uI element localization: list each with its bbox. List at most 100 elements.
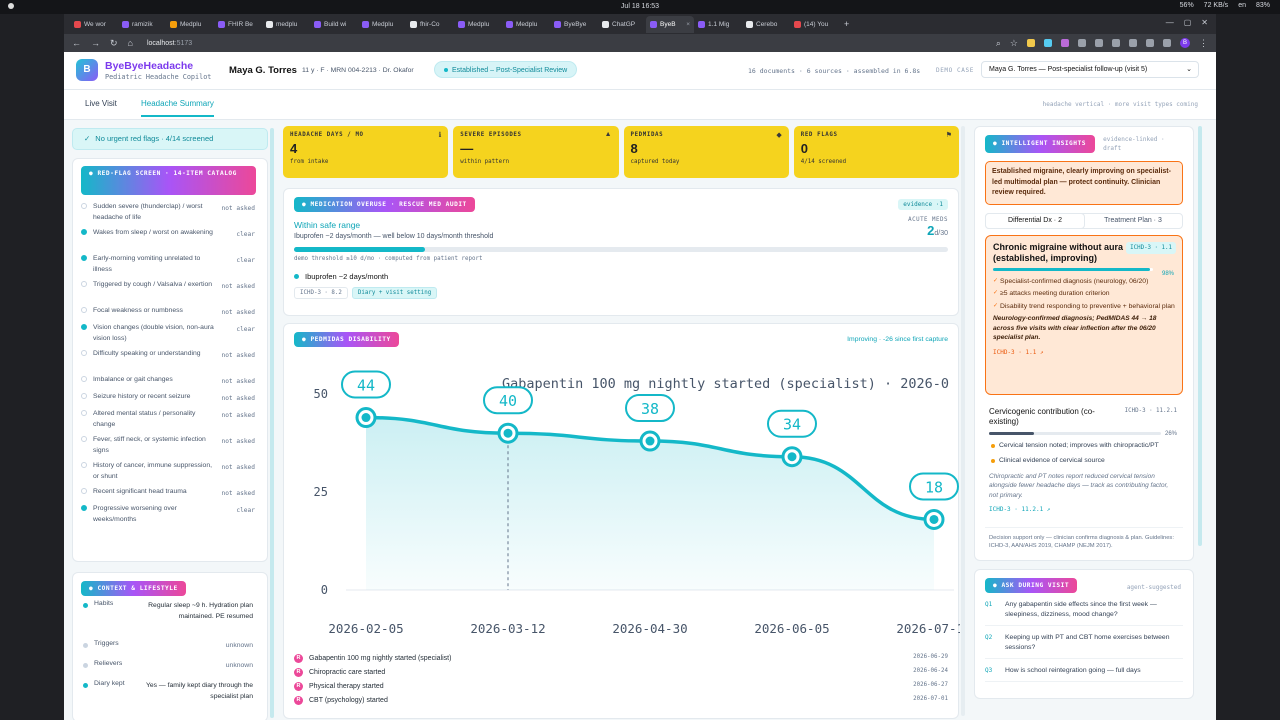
new-tab-button[interactable]: + — [844, 19, 850, 29]
red-flag-item[interactable]: Vision changes (double vision, non-aura … — [81, 322, 259, 344]
language-indicator[interactable]: en — [1238, 2, 1246, 9]
tab-live-visit[interactable]: Live Visit — [85, 99, 117, 108]
system-clock[interactable]: Jul 18 16:53 — [620, 3, 660, 10]
diagnosis-card-primary[interactable]: Chronic migraine without aura (establish… — [985, 234, 1183, 395]
browser-tab[interactable]: ByeBye — [550, 16, 598, 33]
close-window-icon[interactable]: ✕ — [1201, 18, 1208, 27]
data-point-core — [503, 428, 513, 438]
browser-tab[interactable]: fhir-Co — [406, 16, 454, 33]
app-logo: B — [76, 59, 98, 81]
red-flag-item[interactable]: Difficulty speaking or understanding not … — [81, 348, 259, 370]
back-icon[interactable]: ← — [72, 38, 81, 48]
red-flag-item[interactable]: Progressive worsening over weeks/months c… — [81, 503, 259, 525]
bookmark-star-icon[interactable]: ☆ — [1009, 37, 1018, 48]
red-flag-item[interactable]: Sudden severe (thunderclap) / worst head… — [81, 201, 259, 223]
tag-source[interactable]: Diary + visit setting — [351, 287, 438, 300]
extension-icon[interactable] — [1027, 39, 1035, 47]
browser-tab[interactable]: medplu — [262, 16, 310, 33]
question-item[interactable]: Q3 How is school reintegration going — fu… — [985, 666, 1183, 683]
timeline-item[interactable]: R CBT (psychology) started 2026-07-01 — [294, 693, 950, 707]
browser-tab[interactable]: Medplu — [502, 16, 550, 33]
extension-icon[interactable] — [1078, 39, 1086, 47]
browser-tab[interactable]: ChatGP — [598, 16, 646, 33]
browser-tab[interactable]: We wor — [70, 16, 118, 33]
question-item[interactable]: Q2 Keeping up with PT and CBT home exerci… — [985, 633, 1183, 660]
diagnosis-card-secondary[interactable]: Cervicogenic contribution (co-existing) … — [985, 407, 1183, 513]
extension-icon[interactable] — [1129, 39, 1137, 47]
profile-avatar[interactable]: B — [1180, 38, 1190, 48]
diagnosis-evidence-item: Cervical tension noted; improves with ch… — [989, 441, 1179, 451]
browser-tab[interactable]: FHIR Be — [214, 16, 262, 33]
left-scrollbar[interactable] — [270, 128, 274, 718]
red-flag-item[interactable]: Focal weakness or numbness not asked — [81, 305, 259, 318]
question-item[interactable]: Q1 Any gabapentin side effects since the … — [985, 600, 1183, 627]
warning-icon: ▲ — [604, 131, 612, 138]
sidebar-icon[interactable] — [1163, 39, 1171, 47]
browser-tab[interactable]: Build wi — [310, 16, 358, 33]
browser-tab-label: FHIR Be — [228, 20, 253, 28]
timeline-item[interactable]: R Chiropractic care started 2026-06-24 — [294, 665, 950, 679]
medication-status: Within safe range — [294, 220, 361, 231]
browser-tab[interactable]: 1.1 Mig — [694, 16, 742, 33]
question-text: Keeping up with PT and CBT home exercise… — [1005, 634, 1170, 652]
tab-differential-dx[interactable]: Differential Dx · 2 — [986, 213, 1084, 228]
diagnosis-confidence-bar — [993, 267, 1153, 271]
red-flag-text: Altered mental status / personality chan… — [93, 410, 196, 428]
pedmidas-chart[interactable]: 0 25 50 Gabapentin 100 mg nightly started (… — [284, 354, 960, 644]
extension-icon[interactable] — [1061, 39, 1069, 47]
red-flag-text: Sudden severe (thunderclap) / worst head… — [93, 203, 203, 221]
metric-tile[interactable]: RED FLAGS 0 4/14 screened ⚑ — [793, 126, 959, 178]
browser-tab[interactable]: ramizik — [118, 16, 166, 33]
metric-tile[interactable]: PEDMIDAS 8 captured today ◆ — [623, 126, 789, 178]
timeline-item[interactable]: R Physical therapy started 2026-06-27 — [294, 679, 950, 693]
diagnosis-link[interactable]: ICHD-3 · 1.1 ↗ — [993, 348, 1044, 356]
activities-icon[interactable] — [8, 3, 14, 9]
red-flag-item[interactable]: Altered mental status / personality chan… — [81, 408, 259, 430]
reload-icon[interactable]: ↻ — [110, 37, 118, 48]
browser-menu-icon[interactable]: ⋮ — [1199, 37, 1208, 48]
browser-tab[interactable]: Medplu — [358, 16, 406, 33]
download-icon[interactable] — [1112, 39, 1120, 47]
metric-tile[interactable]: HEADACHE DAYS / MO 4 from intake ℹ — [283, 126, 449, 178]
metric-tile[interactable]: SEVERE EPISODES — within pattern ▲ — [453, 126, 619, 178]
browser-tab[interactable]: (14) You — [790, 16, 838, 33]
demo-case-select[interactable]: Maya G. Torres — Post-specialist follow-… — [981, 61, 1199, 78]
maximize-icon[interactable]: ▢ — [1183, 18, 1192, 27]
red-flag-item[interactable]: Imbalance or gait changes not asked — [81, 374, 259, 387]
red-flag-item[interactable]: Early-morning vomiting unrelated to illn… — [81, 253, 259, 275]
tab-treatment-plan[interactable]: Treatment Plan · 3 — [1104, 216, 1162, 224]
browser-tab[interactable]: Medplu — [166, 16, 214, 33]
home-icon[interactable]: ⌂ — [127, 38, 133, 48]
red-flag-item[interactable]: Triggered by cough / Valsalva / exertion… — [81, 279, 259, 301]
zoom-icon[interactable]: ⌕ — [995, 37, 1001, 48]
minimize-icon[interactable]: — — [1165, 18, 1174, 27]
browser-tab-label: ChatGP — [612, 20, 636, 28]
red-flag-item[interactable]: History of cancer, immune suppression, o… — [81, 460, 259, 482]
red-flag-item[interactable]: Wakes from sleep / worst on awakening cle… — [81, 227, 259, 249]
forward-icon[interactable]: → — [91, 38, 100, 48]
question-number: Q3 — [985, 667, 993, 675]
browser-tab[interactable]: Cerebo — [742, 16, 790, 33]
browser-tab[interactable]: ByeB × — [646, 15, 694, 33]
system-tray: 56% 72 KB/s en 83% — [1180, 2, 1270, 9]
diagnosis-link[interactable]: ICHD-3 · 11.2.1 ↗ — [989, 506, 1051, 513]
right-scrollbar[interactable] — [1198, 126, 1202, 546]
red-flag-item[interactable]: Recent significant head trauma not asked — [81, 486, 259, 499]
tab-headache-summary[interactable]: Headache Summary — [141, 99, 214, 117]
x-tick-label: 2026-02-05 — [328, 621, 403, 636]
red-flag-item[interactable]: Fever, stiff neck, or systemic infection… — [81, 434, 259, 456]
red-flag-item[interactable]: Seizure history or recent seizure not ask… — [81, 391, 259, 404]
browser-tab-label: Cerebo — [756, 20, 778, 28]
tag-ichd[interactable]: ICHD-3 · 8.2 — [294, 287, 348, 300]
timeline-item[interactable]: R Gabapentin 100 mg nightly started (spec… — [294, 651, 950, 665]
status-badge: Established – Post-Specialist Review — [434, 61, 578, 78]
extension-icon[interactable] — [1146, 39, 1154, 47]
middle-scrollbar[interactable] — [961, 126, 965, 716]
tab-close-icon[interactable]: × — [686, 20, 690, 28]
extension-icon[interactable] — [1095, 39, 1103, 47]
evidence-badge[interactable]: evidence ·1 — [898, 199, 948, 210]
url-field[interactable]: localhost:5173 — [147, 40, 192, 47]
diagnosis-summary: Neurology-confirmed diagnosis; PedMIDAS … — [993, 315, 1157, 341]
extension-icon[interactable] — [1044, 39, 1052, 47]
browser-tab[interactable]: Medplu — [454, 16, 502, 33]
